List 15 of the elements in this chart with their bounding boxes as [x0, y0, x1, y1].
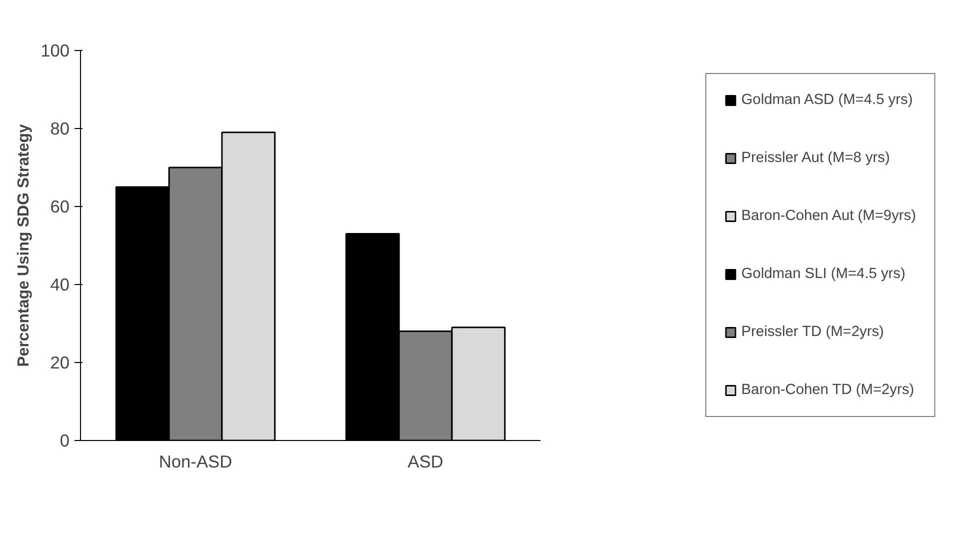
- y-tick-label: 100: [40, 40, 70, 60]
- legend-label: Baron-Cohen TD (M=2yrs): [741, 382, 914, 398]
- legend-label: Goldman ASD (M=4.5 yrs): [741, 92, 913, 108]
- y-tick-label: 0: [60, 430, 70, 450]
- y-axis-title: Percentage Using SDG Strategy: [16, 124, 33, 367]
- y-tick-label: 60: [50, 196, 70, 216]
- y-tick-label: 40: [50, 274, 70, 294]
- legend-label: Baron-Cohen Aut (M=9yrs): [741, 208, 916, 224]
- legend-label: Goldman SLI (M=4.5 yrs): [741, 266, 906, 282]
- y-tick-label: 80: [50, 118, 70, 138]
- x-tick-label: ASD: [408, 452, 444, 472]
- legend-label: Preissler Aut (M=8 yrs): [741, 150, 890, 166]
- y-tick-label: 20: [50, 352, 70, 372]
- legend-label: Preissler TD (M=2yrs): [741, 324, 884, 340]
- x-tick-label: Non-ASD: [158, 452, 232, 472]
